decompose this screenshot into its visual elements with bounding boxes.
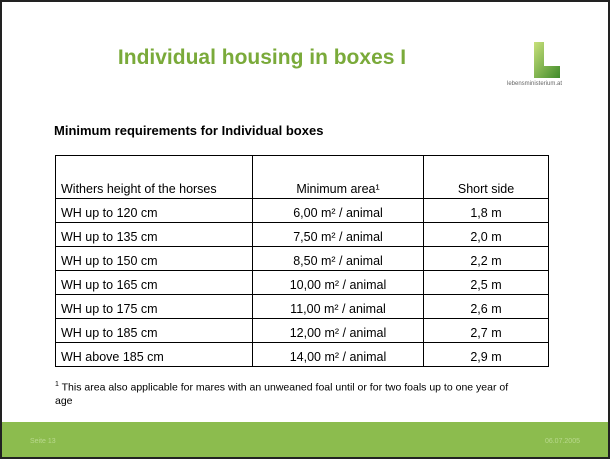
table-row: WH up to 165 cm 10,00 m² / animal 2,5 m (55, 270, 549, 295)
table-row: WH up to 120 cm 6,00 m² / animal 1,8 m (55, 198, 549, 223)
table-cell: 12,00 m² / animal (252, 318, 424, 343)
table-cell: 11,00 m² / animal (252, 294, 424, 319)
table-cell: 2,6 m (423, 294, 549, 319)
slide-title: Individual housing in boxes I (117, 46, 407, 69)
table-cell: WH above 185 cm (55, 342, 253, 367)
table-cell: 7,50 m² / animal (252, 222, 424, 247)
footnote-marker: 1 (55, 381, 59, 388)
footnote-text: This area also applicable for mares with… (55, 381, 509, 407)
table-cell: 2,5 m (423, 270, 549, 295)
table-row: WH up to 175 cm 11,00 m² / animal 2,6 m (55, 294, 549, 319)
footnote: 1 This area also applicable for mares wi… (55, 378, 525, 408)
table-row: WH up to 135 cm 7,50 m² / animal 2,0 m (55, 222, 549, 247)
table-cell: 14,00 m² / animal (252, 342, 424, 367)
table-cell: 2,2 m (423, 246, 549, 271)
header-row: Withers height of the horses Minimum area… (55, 155, 549, 199)
header-cell: Short side (423, 155, 549, 199)
subtitle: Minimum requirements for Individual boxe… (54, 123, 324, 138)
table-cell: 2,0 m (423, 222, 549, 247)
table-row: WH up to 150 cm 8,50 m² / animal 2,2 m (55, 246, 549, 271)
footer-date: 06.07.2005 (544, 438, 580, 445)
table-cell: 2,7 m (423, 318, 549, 343)
table-cell: WH up to 135 cm (55, 222, 253, 247)
table-cell: 2,9 m (423, 342, 549, 367)
table-cell: WH up to 150 cm (55, 246, 253, 271)
table-cell: 1,8 m (423, 198, 549, 223)
table-row: WH up to 185 cm 12,00 m² / animal 2,7 m (55, 318, 549, 343)
table-cell: 10,00 m² / animal (252, 270, 424, 295)
table-cell: WH up to 120 cm (55, 198, 253, 223)
logo-text: lebensministerium.at (507, 81, 563, 87)
table-cell: WH up to 165 cm (55, 270, 253, 295)
table-cell: WH up to 175 cm (55, 294, 253, 319)
header-cell: Minimum area¹ (252, 155, 424, 199)
table-cell: WH up to 185 cm (55, 318, 253, 343)
table-cell: 8,50 m² / animal (252, 246, 424, 271)
requirements-table: Withers height of the horses Minimum area… (55, 155, 549, 367)
logo (534, 42, 560, 78)
footer-bar: Seite 13 06.07.2005 (2, 422, 608, 457)
table-row: WH above 185 cm 14,00 m² / animal 2,9 m (55, 342, 549, 367)
header-cell: Withers height of the horses (55, 155, 253, 199)
page-number: Seite 13 (30, 438, 56, 445)
table-cell: 6,00 m² / animal (252, 198, 424, 223)
